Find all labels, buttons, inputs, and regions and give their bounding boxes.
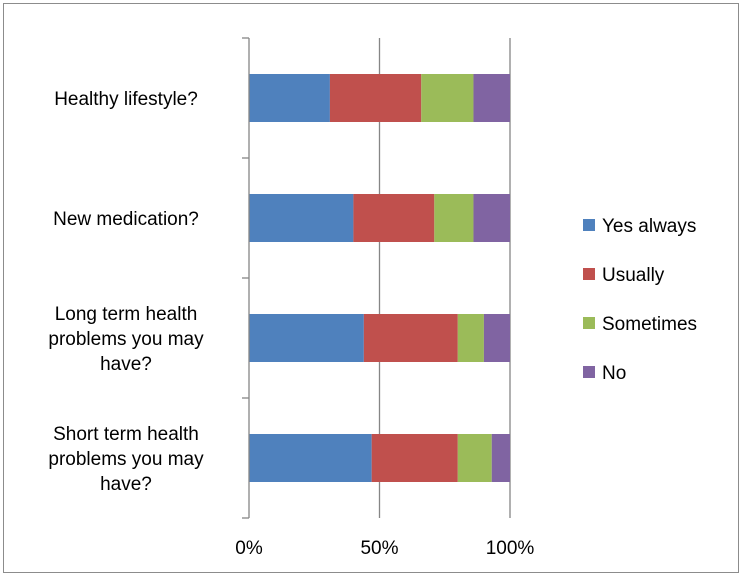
category-label: have?: [100, 354, 152, 375]
bar-segment: [249, 434, 372, 482]
bar-segment: [473, 74, 510, 122]
bar-segment: [249, 74, 330, 122]
bar-segment: [249, 314, 364, 362]
bar-segment: [457, 434, 492, 482]
x-tick-labels: 0% 50% 100%: [235, 538, 534, 559]
bar-segment: [353, 194, 435, 242]
category-label: problems you may: [48, 329, 204, 350]
bar-segment: [491, 434, 510, 482]
x-tick-label: 0%: [235, 538, 263, 559]
legend-swatch: [583, 366, 595, 378]
bar-segment: [421, 74, 474, 122]
bar-segment: [363, 314, 458, 362]
category-label: have?: [100, 474, 152, 495]
x-tick-label: 50%: [360, 538, 398, 559]
legend-swatch: [583, 268, 595, 280]
legend-swatch: [583, 317, 595, 329]
category-label: Healthy lifestyle?: [54, 89, 198, 110]
bar-segment: [434, 194, 474, 242]
x-tick-label: 100%: [486, 538, 535, 559]
legend-label: No: [602, 363, 626, 384]
legend-label: Usually: [602, 265, 665, 286]
bar-segment: [249, 194, 354, 242]
bar-segment: [371, 434, 458, 482]
legend: Yes always Usually Sometimes No: [583, 216, 697, 384]
legend-label: Sometimes: [602, 314, 697, 335]
category-label: Short term health: [53, 424, 199, 445]
category-labels: Short term health problems you may have? Lo…: [48, 89, 204, 495]
category-label: Long term health: [55, 304, 198, 325]
axis-layer: [242, 37, 250, 519]
bar-segment: [483, 314, 510, 362]
category-label: New medication?: [53, 209, 199, 230]
bar-segment: [329, 74, 422, 122]
bar-segment: [473, 194, 510, 242]
bar-segment: [457, 314, 484, 362]
category-label: problems you may: [48, 449, 204, 470]
bars-layer: [249, 74, 510, 482]
legend-label: Yes always: [602, 216, 696, 237]
legend-swatch: [583, 219, 595, 231]
